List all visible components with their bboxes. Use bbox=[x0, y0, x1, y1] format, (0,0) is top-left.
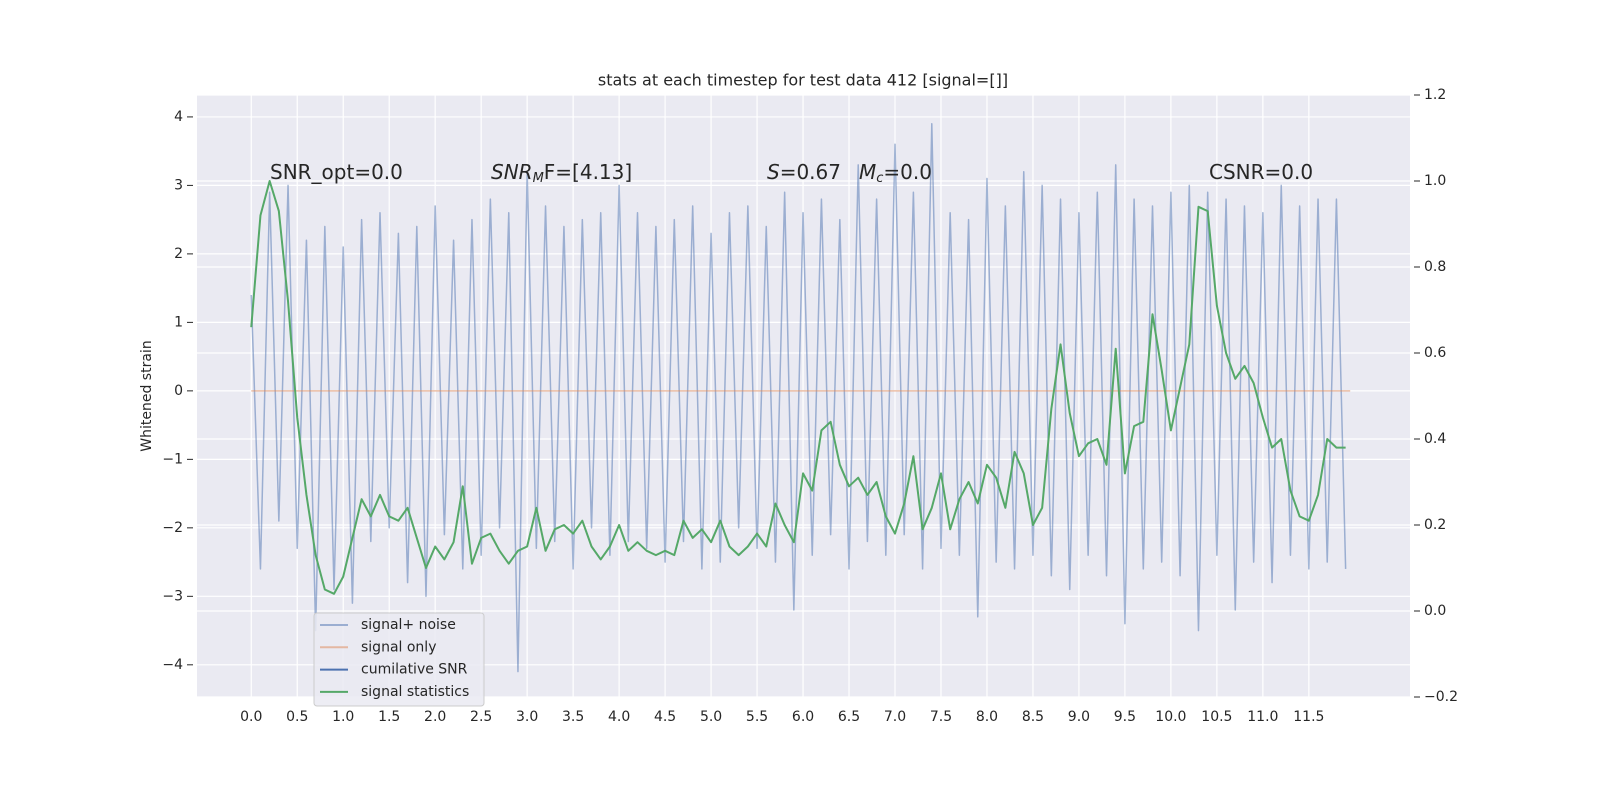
y2-tick-label: 0.0 bbox=[1424, 603, 1446, 619]
x-tick-label: 7.0 bbox=[884, 709, 906, 725]
x-tick-label: 5.5 bbox=[746, 709, 768, 725]
x-tick-label: 2.5 bbox=[470, 709, 492, 725]
series-line bbox=[250, 123, 1347, 673]
y2-tick-label: 0.8 bbox=[1424, 259, 1446, 275]
marks bbox=[250, 123, 1351, 673]
labels: 0.0 0.5 1.0 1.5 2.0 2.5 3.0 3.5 4.0 4.5 5.0 5.5 6.0 6… bbox=[162, 87, 1458, 725]
legend-label: signal only bbox=[361, 639, 436, 655]
y2-tick-label: 0.4 bbox=[1424, 431, 1446, 447]
y2-tick-label: 1.0 bbox=[1424, 173, 1446, 189]
x-tick-label: 4.0 bbox=[608, 709, 630, 725]
x-tick-label: 3.5 bbox=[562, 709, 584, 725]
x-tick-label: 8.5 bbox=[1022, 709, 1044, 725]
annotation-text: =0.67 bbox=[780, 160, 841, 184]
x-tick-label: 2.0 bbox=[424, 709, 446, 725]
annotation-text: F=[4.13] bbox=[544, 160, 632, 184]
y-tick-label: 4 bbox=[174, 109, 183, 125]
y-tick-label: 2 bbox=[174, 246, 183, 262]
annotation-subscript: M bbox=[533, 171, 544, 186]
y-tick-label: 1 bbox=[174, 314, 183, 330]
legend-label: signal+ noise bbox=[361, 617, 456, 633]
x-tick-label: 7.5 bbox=[930, 709, 952, 725]
x-tick-label: 6.5 bbox=[838, 709, 860, 725]
y-tick-label: 3 bbox=[174, 177, 183, 193]
y-axis-label: Whitened strain bbox=[139, 340, 155, 451]
legend-label: signal statistics bbox=[361, 684, 469, 700]
legend-label: cumilative SNR bbox=[361, 662, 468, 678]
annotation-text: SNR_opt=0.0 bbox=[270, 160, 403, 184]
y2-tick-label: 0.2 bbox=[1424, 517, 1446, 533]
annotation: SNR_opt=0.0 bbox=[270, 160, 403, 184]
x-tick-label: 11.5 bbox=[1293, 709, 1324, 725]
y-tick-label: 0 bbox=[174, 383, 183, 399]
x-tick-label: 6.0 bbox=[792, 709, 814, 725]
x-tick-label: 11.0 bbox=[1247, 709, 1278, 725]
annotation: CSNR=0.0 bbox=[1209, 160, 1313, 184]
annotation-text: =0.0 bbox=[883, 160, 932, 184]
y-tick-label: −3 bbox=[162, 588, 183, 604]
y2-tick-label: 0.6 bbox=[1424, 345, 1446, 361]
x-tick-label: 5.0 bbox=[700, 709, 722, 725]
y2-tick-label: −0.2 bbox=[1424, 689, 1458, 705]
y-tick-label: −2 bbox=[162, 520, 183, 536]
y-tick-label: −4 bbox=[162, 657, 183, 673]
series-line bbox=[250, 180, 1346, 595]
annotation-subscript: c bbox=[876, 171, 883, 186]
annotation: SNRMF=[4.13] bbox=[491, 160, 632, 186]
y-tick-label: −1 bbox=[162, 451, 183, 467]
x-tick-label: 10.0 bbox=[1155, 709, 1186, 725]
annotation-italic: SNR bbox=[491, 160, 533, 184]
y2-tick-label: 1.2 bbox=[1424, 87, 1446, 103]
x-tick-label: 0.0 bbox=[240, 709, 262, 725]
x-tick-label: 1.5 bbox=[378, 709, 400, 725]
chart-title: stats at each timestep for test data 412… bbox=[598, 71, 1008, 90]
annotation-italic: M bbox=[859, 160, 876, 184]
legend-box bbox=[313, 612, 485, 707]
x-tick-label: 4.5 bbox=[654, 709, 676, 725]
x-tick-label: 10.5 bbox=[1201, 709, 1232, 725]
x-tick-label: 9.5 bbox=[1114, 709, 1136, 725]
annotation: Mc=0.0 bbox=[859, 160, 932, 186]
annotation-text: CSNR=0.0 bbox=[1209, 160, 1313, 184]
annotation: S=0.67 bbox=[767, 160, 841, 184]
x-tick-label: 9.0 bbox=[1068, 709, 1090, 725]
x-tick-label: 1.0 bbox=[332, 709, 354, 725]
x-tick-label: 8.0 bbox=[976, 709, 998, 725]
x-tick-label: 3.0 bbox=[516, 709, 538, 725]
x-tick-label: 0.5 bbox=[286, 709, 308, 725]
annotation-italic: S bbox=[767, 160, 780, 184]
